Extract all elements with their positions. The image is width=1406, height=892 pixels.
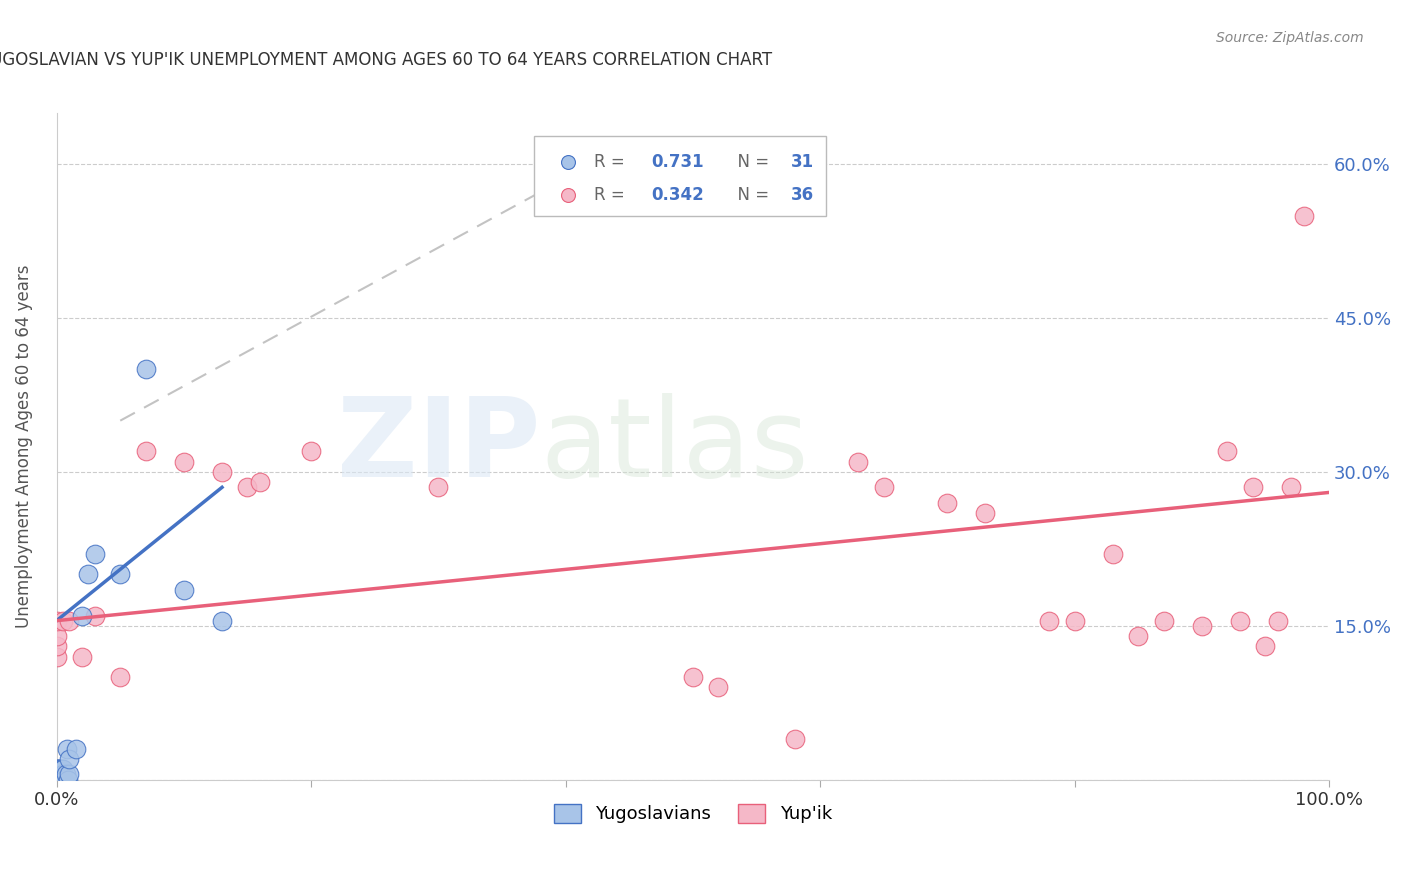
Point [56, 742, 79, 756]
Point [682, 670, 704, 684]
Point [110, 567, 132, 582]
Point [1153, 614, 1175, 628]
Point [58, 752, 80, 766]
Point [48, 772, 70, 787]
Point [48, 767, 70, 781]
Point [70, 608, 93, 623]
Point [1216, 444, 1239, 458]
Point [427, 480, 450, 494]
Point [110, 670, 132, 684]
Point [51, 763, 73, 777]
Point [77, 567, 100, 582]
Text: ZIP: ZIP [337, 392, 540, 500]
Point [45, 772, 67, 787]
Legend: Yugoslavians, Yup'ik: Yugoslavians, Yup'ik [547, 797, 839, 830]
Text: N =: N = [727, 153, 775, 170]
Point [783, 731, 806, 746]
Point [45, 772, 67, 787]
Point [45, 763, 67, 777]
Point [53, 772, 76, 787]
Point [45, 649, 67, 664]
Point [52, 763, 75, 777]
Point [45, 614, 67, 628]
Point [83, 608, 105, 623]
Point [55, 767, 77, 781]
Point [1292, 209, 1315, 223]
Point [1279, 480, 1302, 494]
Text: YUGOSLAVIAN VS YUP'IK UNEMPLOYMENT AMONG AGES 60 TO 64 YEARS CORRELATION CHART: YUGOSLAVIAN VS YUP'IK UNEMPLOYMENT AMONG… [0, 52, 772, 70]
Point [70, 649, 93, 664]
Point [45, 763, 67, 777]
FancyBboxPatch shape [534, 136, 827, 217]
Point [707, 681, 730, 695]
Point [52, 767, 75, 781]
Point [1241, 480, 1264, 494]
Point [936, 496, 959, 510]
Text: 31: 31 [790, 153, 814, 170]
Point [49, 772, 72, 787]
Point [58, 614, 80, 628]
Text: N =: N = [727, 186, 775, 203]
Point [1101, 547, 1123, 561]
Point [249, 475, 271, 490]
Point [52, 614, 75, 628]
Text: Source: ZipAtlas.com: Source: ZipAtlas.com [1216, 31, 1364, 45]
Point [173, 455, 195, 469]
Point [49, 763, 72, 777]
Point [299, 444, 322, 458]
Text: 0.342: 0.342 [651, 186, 703, 203]
Point [1191, 619, 1213, 633]
Point [45, 640, 67, 654]
Point [1254, 640, 1277, 654]
Point [236, 480, 259, 494]
Text: 36: 36 [790, 186, 814, 203]
Point [873, 480, 896, 494]
Point [135, 444, 157, 458]
Point [83, 547, 105, 561]
Point [46, 763, 69, 777]
Point [48, 763, 70, 777]
Text: 0.731: 0.731 [651, 153, 703, 170]
Point [1126, 629, 1149, 643]
Point [1229, 614, 1251, 628]
Point [211, 465, 233, 479]
Point [65, 742, 87, 756]
Point [1267, 614, 1289, 628]
Point [56, 772, 79, 787]
Point [173, 582, 195, 597]
Point [1038, 614, 1060, 628]
Point [135, 362, 157, 376]
Text: R =: R = [593, 153, 630, 170]
Y-axis label: Unemployment Among Ages 60 to 64 years: Unemployment Among Ages 60 to 64 years [15, 265, 32, 628]
Point [846, 455, 869, 469]
Text: atlas: atlas [540, 392, 808, 500]
Point [45, 629, 67, 643]
Point [45, 767, 67, 781]
Point [211, 614, 233, 628]
Point [1063, 614, 1085, 628]
Point [974, 506, 997, 520]
Point [46, 767, 69, 781]
Text: R =: R = [593, 186, 630, 203]
Point [51, 767, 73, 781]
Point [46, 772, 69, 787]
Point [58, 767, 80, 781]
